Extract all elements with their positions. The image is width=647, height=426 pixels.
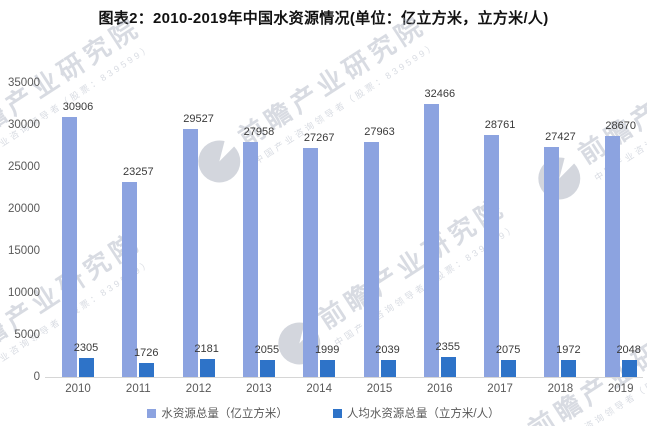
x-axis-label-2017: 2017 (487, 383, 513, 395)
value-label-total-2013: 27958 (243, 126, 275, 139)
value-label-total-2019: 28670 (605, 120, 636, 133)
y-tick-label: 35000 (8, 76, 40, 89)
value-label-total-2010: 30906 (62, 101, 94, 114)
bar-total-2010 (62, 117, 77, 377)
bar-percapita-2013 (259, 359, 275, 377)
value-label-percapita-2019: 2048 (616, 343, 641, 356)
chart-title: 图表2：2010-2019年中国水资源情况(单位：亿立方米，立方米/人) (98, 10, 549, 27)
value-label-total-2014: 27267 (303, 131, 335, 144)
value-label-total-2016: 32466 (424, 88, 456, 101)
value-label-total-2018: 27427 (545, 130, 576, 143)
value-label-percapita-2013: 2055 (254, 343, 280, 356)
value-label-percapita-2016: 2355 (435, 341, 461, 354)
bar-total-2019 (604, 136, 620, 377)
x-axis-label-2018: 2018 (547, 383, 574, 395)
legend-item-percapita: 人均水资源总量（立方米/人） (332, 405, 500, 421)
y-tick-label: 5000 (14, 328, 40, 341)
bar-percapita-2014 (320, 360, 336, 377)
bar-total-2018 (544, 146, 560, 377)
bar-total-2014 (303, 147, 319, 377)
bar-percapita-2017 (501, 359, 517, 377)
value-label-total-2017: 28761 (484, 119, 516, 132)
bar-percapita-2011 (139, 362, 155, 377)
legend-item-total: 水资源总量（亿立方米） (147, 405, 288, 421)
value-label-total-2012: 29527 (183, 112, 214, 125)
legend-swatch-percapita (332, 408, 342, 418)
bar-percapita-2010 (79, 357, 94, 377)
x-axis-label-2011: 2011 (125, 383, 151, 395)
x-axis-label-2015: 2015 (366, 383, 393, 395)
legend: 水资源总量（亿立方米） 人均水资源总量（立方米/人） (0, 403, 647, 423)
bar-total-2017 (484, 135, 500, 377)
legend-label-total: 水资源总量（亿立方米） (161, 408, 288, 420)
watermark-subtext: 中国产业咨询领导者（股票：839599） (252, 40, 440, 167)
value-label-percapita-2012: 2181 (194, 342, 219, 355)
y-tick-label: 30000 (8, 118, 40, 131)
x-axis-label-2016: 2016 (427, 383, 453, 395)
y-tick-label: 20000 (8, 202, 40, 215)
value-label-percapita-2011: 1726 (134, 346, 159, 359)
legend-swatch-total (147, 408, 157, 418)
x-axis-label-2010: 2010 (65, 383, 91, 395)
bar-total-2011 (122, 181, 138, 377)
y-tick-label: 0 (33, 370, 40, 383)
x-axis-label-2014: 2014 (306, 383, 332, 395)
legend-label-percapita: 人均水资源总量（立方米/人） (346, 408, 500, 420)
value-label-percapita-2014: 1999 (314, 344, 340, 357)
bar-percapita-2018 (561, 360, 577, 377)
value-label-total-2011: 23257 (123, 165, 154, 178)
value-label-total-2015: 27963 (364, 126, 395, 139)
bar-total-2016 (423, 104, 439, 377)
x-axis-line (45, 377, 643, 378)
value-label-percapita-2018: 1972 (556, 344, 581, 357)
bar-percapita-2012 (199, 358, 215, 377)
x-axis-label-2019: 2019 (607, 383, 634, 395)
value-label-percapita-2017: 2075 (495, 343, 521, 356)
x-axis-label-2013: 2013 (246, 383, 272, 395)
bar-percapita-2015 (380, 359, 396, 377)
value-label-percapita-2015: 2039 (375, 343, 400, 356)
value-label-percapita-2010: 2305 (73, 341, 99, 354)
y-tick-label: 15000 (8, 244, 40, 257)
y-tick-label: 10000 (8, 286, 40, 299)
bar-total-2012 (182, 128, 198, 377)
bar-total-2015 (363, 142, 379, 377)
x-axis-label-2012: 2012 (185, 383, 212, 395)
watermark-text: 前瞻产业研究院 (313, 191, 512, 335)
bar-percapita-2016 (440, 357, 456, 377)
bar-total-2013 (242, 142, 258, 377)
y-tick-label: 25000 (8, 160, 40, 173)
bar-percapita-2019 (621, 359, 637, 377)
